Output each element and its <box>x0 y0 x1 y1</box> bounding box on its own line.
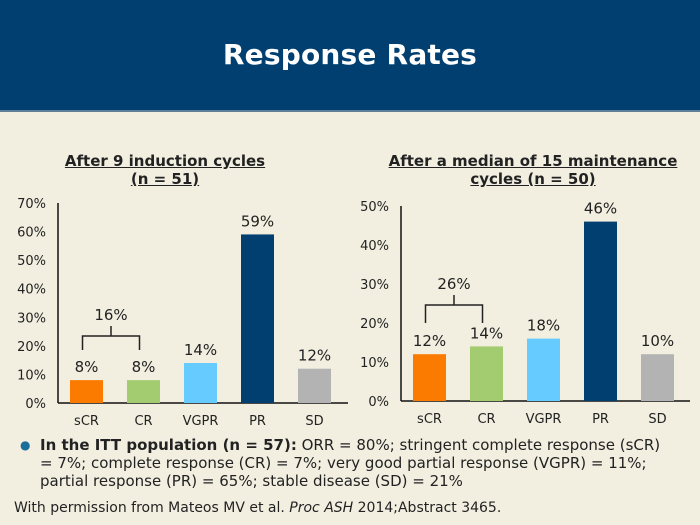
y-tick-label: 70% <box>17 197 46 212</box>
y-tick-label: 40% <box>360 239 389 254</box>
bar-sd <box>298 368 331 403</box>
bar-vgpr <box>527 338 560 401</box>
x-tick-label-cr: CR <box>477 412 495 427</box>
x-tick-label-pr: PR <box>592 412 609 427</box>
data-label-cr: 8% <box>132 358 156 376</box>
x-tick-label-vgpr: VGPR <box>526 412 562 427</box>
bullet-text: ORR = 80%; stringent complete response (… <box>40 436 661 490</box>
bracket-label: 26% <box>437 275 470 293</box>
y-tick-label: 50% <box>360 200 389 215</box>
bar-cr <box>470 346 503 401</box>
bar-pr <box>241 234 274 403</box>
bracket-line <box>424 295 484 323</box>
slide-header: Response Rates <box>0 0 700 112</box>
bar-scr <box>413 354 446 401</box>
y-tick-label: 0% <box>368 395 389 410</box>
chart-1-title-line2: (n = 51) <box>130 170 200 188</box>
y-tick-label: 30% <box>360 278 389 293</box>
chart-induction: 0% 10% 20% 30% 40% 50% 60% 70% 8% sCR 8% CR 14% VGPR 5… <box>17 197 348 429</box>
chart-2-title-line2: cycles (n = 50) <box>470 170 596 188</box>
data-label-cr: 14% <box>470 324 503 342</box>
y-tick-label: 10% <box>17 368 46 383</box>
bar-vgpr <box>184 363 217 403</box>
citation-journal: Proc ASH <box>289 500 354 516</box>
x-tick-label-scr: sCR <box>74 414 99 429</box>
x-tick-label-scr: sCR <box>417 412 442 427</box>
chart-2-title-line1: After a median of 15 maintenance <box>388 152 678 170</box>
citation-suffix: 2014;Abstract 3465. <box>353 500 502 516</box>
data-label-vgpr: 18% <box>527 317 560 335</box>
y-tick-label: 20% <box>17 340 46 355</box>
bracket-line <box>81 326 141 350</box>
chart-1-title: After 9 induction cycles (n = 51) <box>20 152 310 188</box>
bar-pr <box>584 221 617 401</box>
data-label-vgpr: 14% <box>184 341 217 359</box>
x-tick-label-cr: CR <box>134 414 152 429</box>
y-tick-label: 0% <box>25 397 46 412</box>
x-tick-label-sd: SD <box>305 414 323 429</box>
y-tick-label: 30% <box>17 311 46 326</box>
bar-scr <box>70 380 103 403</box>
data-label-sd: 12% <box>298 347 331 365</box>
data-label-sd: 10% <box>641 332 674 350</box>
data-label-pr: 59% <box>241 212 274 230</box>
y-tick-label: 60% <box>17 226 46 241</box>
bullet-bold-lead: In the ITT population (n = 57): <box>40 436 297 454</box>
y-tick-label: 40% <box>17 283 46 298</box>
x-tick-label-pr: PR <box>249 414 266 429</box>
y-tick-label: 50% <box>17 254 46 269</box>
data-label-scr: 8% <box>75 358 99 376</box>
bar-sd <box>641 354 674 401</box>
data-label-pr: 46% <box>584 200 617 218</box>
chart-1-title-line1: After 9 induction cycles <box>64 152 266 170</box>
citation-prefix: With permission from Mateos MV et al. <box>14 500 290 516</box>
bracket: 26% <box>424 275 484 323</box>
x-tick-label-vgpr: VGPR <box>183 414 219 429</box>
bracket: 16% <box>81 306 141 350</box>
chart-2-title: After a median of 15 maintenance cycles … <box>368 152 698 188</box>
bullet-icon: ● <box>20 438 31 452</box>
x-tick-label-sd: SD <box>648 412 666 427</box>
bracket-label: 16% <box>94 306 127 324</box>
y-tick-label: 10% <box>360 356 389 371</box>
y-tick-label: 20% <box>360 317 389 332</box>
citation: With permission from Mateos MV et al. Pr… <box>14 500 501 516</box>
page-title: Response Rates <box>222 38 478 71</box>
data-label-scr: 12% <box>413 332 446 350</box>
chart-maintenance: 0% 10% 20% 30% 40% 50% 12% sCR 14% CR 18% VGPR 46% PR… <box>360 200 690 427</box>
bar-cr <box>127 380 160 403</box>
